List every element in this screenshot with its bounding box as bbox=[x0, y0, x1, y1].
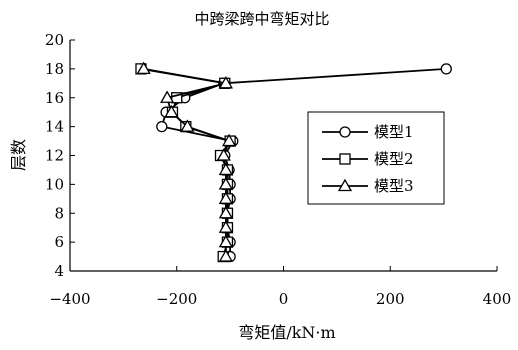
x-tick-label: −400 bbox=[49, 290, 90, 308]
y-tick-label: 14 bbox=[45, 118, 64, 136]
y-tick-label: 6 bbox=[54, 233, 64, 251]
data-point-triangle bbox=[160, 90, 175, 103]
chart-title: 中跨梁跨中弯矩对比 bbox=[194, 10, 329, 28]
x-tick-label: 0 bbox=[279, 290, 289, 308]
x-tick-label: 400 bbox=[483, 290, 512, 308]
data-point-triangle bbox=[180, 119, 195, 132]
data-point-triangle bbox=[218, 76, 233, 89]
y-tick-label: 8 bbox=[54, 204, 64, 222]
legend-label: 模型1 bbox=[374, 123, 414, 141]
y-tick-label: 18 bbox=[45, 60, 64, 78]
data-point-triangle bbox=[218, 191, 233, 204]
legend-marker-square bbox=[339, 153, 351, 165]
plot-area bbox=[135, 61, 452, 263]
data-point-triangle bbox=[218, 162, 233, 176]
data-point-triangle bbox=[218, 234, 233, 248]
legend: 模型1 模型2 模型3 bbox=[307, 111, 445, 205]
x-tick-label: −200 bbox=[156, 290, 197, 308]
data-point-triangle bbox=[221, 133, 237, 147]
axes: 4 6 8 10 12 14 16 18 20 −400 −200 0 200 400 bbox=[45, 31, 511, 308]
data-point-triangle bbox=[136, 61, 151, 75]
data-point-triangle bbox=[218, 205, 233, 219]
y-tick-label: 16 bbox=[45, 89, 64, 107]
y-tick-label: 20 bbox=[45, 31, 64, 49]
y-tick-label: 10 bbox=[45, 175, 64, 193]
legend-entry: 模型2 bbox=[322, 150, 414, 168]
x-axis-title: 弯矩值/kN·m bbox=[238, 323, 335, 342]
legend-label: 模型2 bbox=[374, 150, 414, 168]
y-axis-title: 层数 bbox=[9, 139, 28, 171]
y-tick-label: 4 bbox=[54, 262, 64, 280]
data-point-circle bbox=[440, 63, 452, 75]
y-tick-label: 12 bbox=[45, 147, 64, 165]
data-point-circle bbox=[156, 120, 168, 133]
data-point-triangle bbox=[218, 177, 233, 190]
legend-box bbox=[307, 111, 445, 205]
data-point-triangle bbox=[218, 249, 233, 262]
legend-entry: 模型3 bbox=[322, 177, 414, 195]
legend-label: 模型3 bbox=[374, 177, 414, 195]
legend-marker-triangle bbox=[337, 178, 353, 192]
series-3 bbox=[136, 61, 237, 262]
x-tick-label: 200 bbox=[376, 290, 405, 308]
data-point-triangle bbox=[164, 104, 179, 118]
legend-entry: 模型1 bbox=[322, 123, 414, 141]
legend-marker-circle bbox=[339, 126, 351, 138]
data-point-triangle bbox=[218, 220, 233, 233]
data-point-triangle bbox=[216, 148, 231, 161]
data-point-square bbox=[171, 92, 183, 104]
